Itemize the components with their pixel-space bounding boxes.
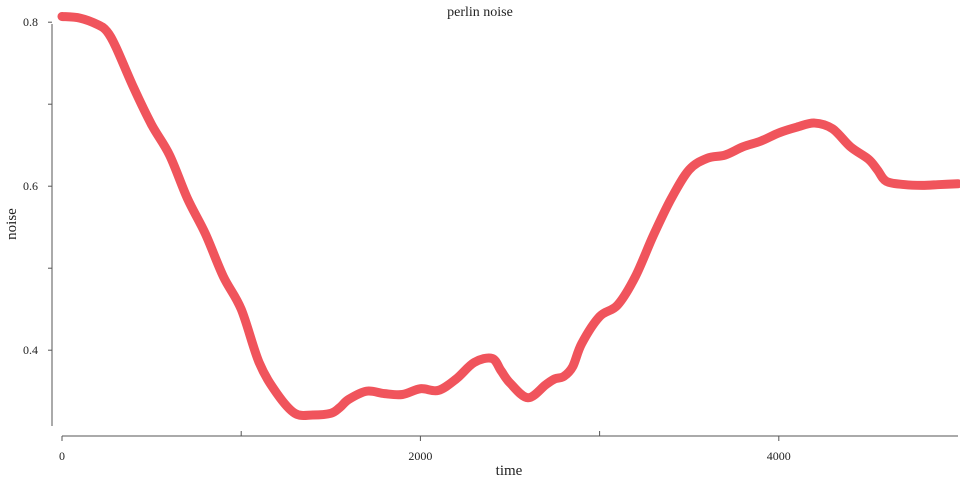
y-axis-ticks: 0.4 0.6 0.8 [23, 15, 52, 357]
x-axis-label: time [496, 463, 523, 479]
y-tick-label: 0.8 [23, 15, 38, 29]
x-tick-label: 2000 [408, 449, 432, 463]
series-line [57, 11, 960, 420]
chart-title: perlin noise [447, 5, 513, 20]
y-axis-label: noise [4, 208, 20, 240]
y-tick-label: 0.6 [23, 179, 38, 193]
y-tick-label: 0.4 [23, 343, 38, 357]
x-tick-label: 0 [59, 449, 65, 463]
x-axis-ticks: 0 2000 4000 [59, 431, 791, 463]
series-layer [57, 11, 960, 420]
x-tick-label: 4000 [767, 449, 791, 463]
